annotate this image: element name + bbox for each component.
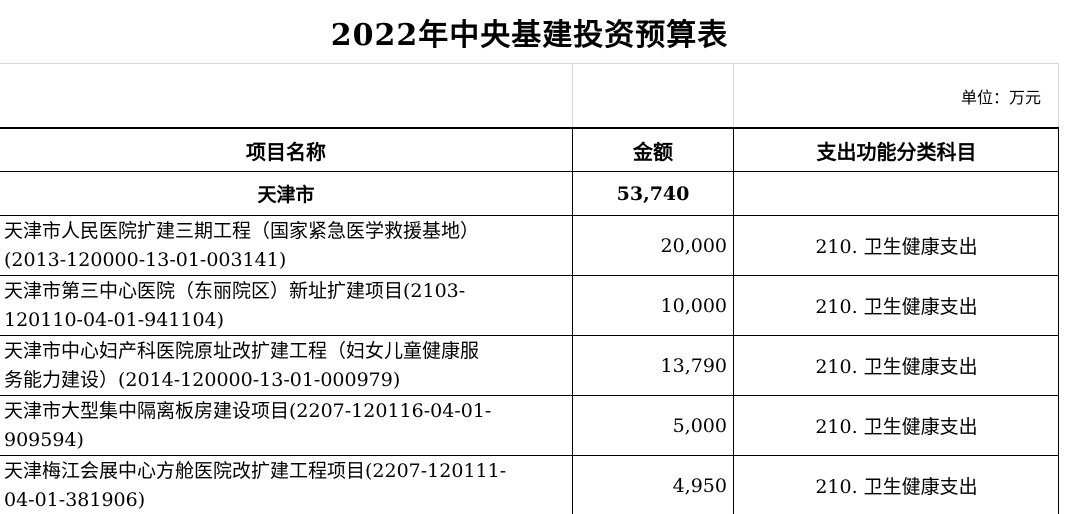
col-header-category: 支出功能分类科目 bbox=[733, 129, 1059, 171]
project-category: 210. 卫生健康支出 bbox=[733, 336, 1059, 395]
project-name: 天津市人民医院扩建三期工程（国家紧急医学救援基地） (2013-120000-1… bbox=[4, 219, 480, 271]
table-row: 天津市中心妇产科医院原址改扩建工程（妇女儿童健康服 务能力建设）(2014-12… bbox=[0, 335, 1059, 395]
summary-name: 天津市 bbox=[257, 184, 315, 206]
project-amount: 10,000 bbox=[572, 276, 733, 335]
project-amount: 20,000 bbox=[572, 216, 733, 275]
col-header-project-name: 项目名称 bbox=[246, 139, 326, 164]
project-name: 天津市中心妇产科医院原址改扩建工程（妇女儿童健康服 务能力建设）(2014-12… bbox=[4, 339, 480, 391]
summary-category bbox=[733, 172, 1059, 215]
project-name: 天津梅江会展中心方舱医院改扩建工程项目(2207-120111- 04-01-3… bbox=[4, 459, 507, 511]
budget-table: 单位：万元 项目名称 金额 支出功能分类科目 天津市 53,740 天津市人民医… bbox=[0, 63, 1059, 514]
summary-amount: 53,740 bbox=[572, 172, 733, 215]
project-category: 210. 卫生健康支出 bbox=[733, 216, 1059, 275]
table-row: 天津市大型集中隔离板房建设项目(2207-120116-04-01- 90959… bbox=[0, 395, 1059, 455]
project-category: 210. 卫生健康支出 bbox=[733, 276, 1059, 335]
table-header-row: 项目名称 金额 支出功能分类科目 bbox=[0, 127, 1059, 171]
project-amount: 5,000 bbox=[572, 396, 733, 455]
unit-label: 单位：万元 bbox=[733, 64, 1059, 127]
table-row: 天津市人民医院扩建三期工程（国家紧急医学救援基地） (2013-120000-1… bbox=[0, 215, 1059, 275]
table-row: 天津梅江会展中心方舱医院改扩建工程项目(2207-120111- 04-01-3… bbox=[0, 455, 1059, 514]
col-header-amount: 金额 bbox=[572, 129, 733, 171]
project-amount: 4,950 bbox=[572, 456, 733, 514]
unit-row-spacer-1 bbox=[0, 64, 572, 127]
project-name: 天津市大型集中隔离板房建设项目(2207-120116-04-01- 90959… bbox=[4, 399, 492, 451]
table-row: 天津市第三中心医院（东丽院区）新址扩建项目(2103- 120110-04-01… bbox=[0, 275, 1059, 335]
project-category: 210. 卫生健康支出 bbox=[733, 396, 1059, 455]
project-amount: 13,790 bbox=[572, 336, 733, 395]
unit-row-spacer-2 bbox=[572, 64, 733, 127]
page-title: 2022年中央基建投资预算表 bbox=[330, 17, 729, 53]
project-category: 210. 卫生健康支出 bbox=[733, 456, 1059, 514]
summary-row: 天津市 53,740 bbox=[0, 171, 1059, 215]
unit-row: 单位：万元 bbox=[0, 63, 1059, 127]
project-name: 天津市第三中心医院（东丽院区）新址扩建项目(2103- 120110-04-01… bbox=[4, 279, 466, 331]
